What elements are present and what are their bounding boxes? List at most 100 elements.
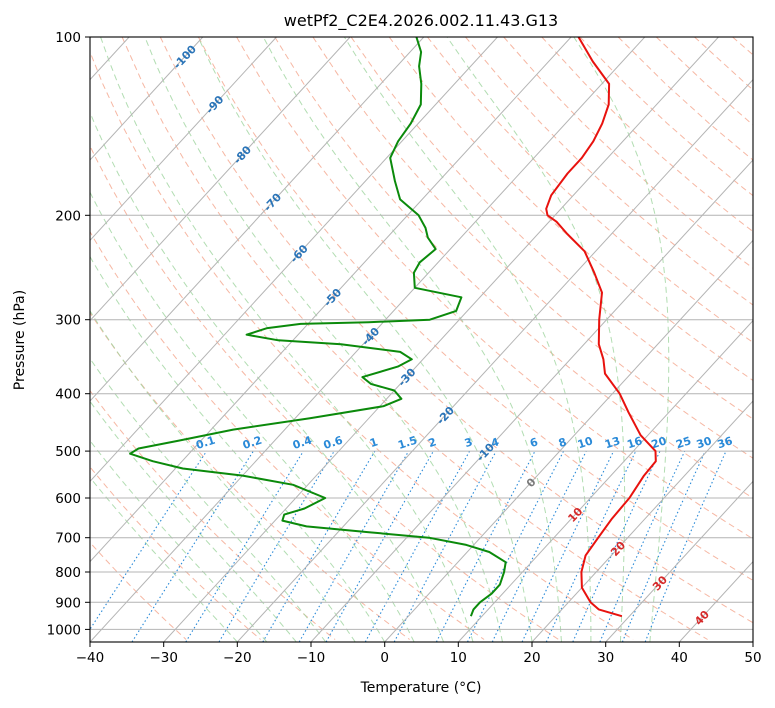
- dry-adiabat-line: [427, 37, 753, 344]
- isotherm-line: [90, 37, 351, 322]
- mixing-ratio-label: 25: [674, 434, 693, 451]
- isotherm-line: [90, 37, 204, 161]
- mixing-ratio-line: [185, 450, 304, 642]
- mixing-ratio-label: 10: [576, 434, 595, 451]
- mixing-ratio-label: 0.6: [322, 433, 345, 451]
- dry-adiabat-line: [90, 311, 410, 640]
- isotherm-line: [90, 37, 498, 483]
- dry-adiabat-line: [90, 230, 485, 640]
- mixing-ratio-label: 1: [368, 435, 379, 450]
- x-axis-ticks: −40 −30 −20 −10 0 10 20 30 40 50: [76, 642, 762, 666]
- isotherm-line: [90, 37, 646, 642]
- mixing-ratio-line: [572, 450, 661, 642]
- y-axis-label: Pressure (hPa): [12, 290, 28, 390]
- isotherm-line: [163, 37, 719, 642]
- mixing-ratio-label: 1.5: [396, 434, 419, 452]
- y-tick-label: 900: [55, 595, 81, 611]
- mixing-ratio-line: [364, 450, 471, 642]
- y-tick-label: 300: [55, 313, 81, 329]
- moist-adiabat-line: [90, 111, 445, 642]
- mixing-ratio-labels: 0.1 0.2 0.4 0.6 1 1.5 2 3 4 6 8 10 13 16 20 25 30 36: [194, 433, 734, 451]
- y-tick-label: 500: [55, 444, 81, 460]
- moist-adiabat-line: [90, 309, 356, 642]
- mixing-ratio-line: [491, 450, 587, 642]
- chart-title: wetPf2_C2E4.2026.002.11.43.G13: [284, 11, 558, 31]
- mixing-ratio-label: 13: [603, 434, 622, 451]
- mixing-ratio-line: [621, 450, 706, 642]
- x-tick-label: 50: [744, 650, 761, 666]
- mixing-ratio-label: 36: [716, 434, 735, 451]
- moist-adiabat-line: [573, 37, 670, 642]
- mixing-ratio-line: [467, 450, 565, 642]
- dry-adiabat-line: [90, 144, 559, 640]
- isotherm-line: [605, 480, 753, 642]
- dry-adiabat-line: [197, 37, 753, 581]
- mixing-ratio-label: 20: [650, 434, 669, 451]
- dewpoint-profile-line: [129, 37, 507, 617]
- mixing-ratio-line: [325, 450, 434, 642]
- x-tick-label: −20: [223, 650, 252, 666]
- dry-adiabat-line: [121, 37, 708, 640]
- moist-adiabat-line: [144, 37, 503, 642]
- mixing-ratio-label: 8: [557, 435, 568, 450]
- moist-adiabat-line: [262, 37, 562, 642]
- y-tick-label: 400: [55, 387, 81, 403]
- y-tick-label: 100: [55, 30, 81, 46]
- x-tick-label: −40: [76, 650, 105, 666]
- x-tick-label: −10: [297, 650, 326, 666]
- y-tick-label: 800: [55, 565, 81, 581]
- plot-area: -100-90-80-70-60-50-40-30-20-10010203040…: [90, 37, 753, 642]
- dry-adiabat-line: [388, 37, 753, 382]
- mixing-ratio-label: 2: [427, 435, 438, 450]
- moist-adiabat-line: [90, 400, 297, 642]
- moist-adiabat-line: [90, 357, 327, 642]
- isotherm-line: [384, 239, 753, 642]
- dry-adiabat-line: [236, 37, 753, 540]
- moist-adiabat-line: [90, 191, 415, 642]
- moist-adiabat-line: [197, 37, 533, 642]
- isotherm-line: [90, 37, 425, 402]
- y-tick-label: 1000: [47, 622, 81, 638]
- isotherm-line: [531, 400, 753, 642]
- x-tick-label: 0: [380, 650, 389, 666]
- mixing-ratio-label: 16: [625, 434, 644, 451]
- y-tick-label: 200: [55, 208, 81, 224]
- mixing-ratio-line: [599, 450, 686, 642]
- y-axis-ticks: 100 200 300 400 500 600 700 800 900 1000: [47, 30, 90, 638]
- mixing-ratio-label: 30: [695, 434, 714, 451]
- x-tick-label: 20: [523, 650, 540, 666]
- temperature-profile-line: [545, 37, 657, 618]
- x-tick-label: 40: [671, 650, 688, 666]
- moist-adiabat-line: [446, 37, 626, 642]
- isotherm-grid: [90, 37, 753, 642]
- x-tick-label: 30: [597, 650, 614, 666]
- mixing-ratio-line: [393, 450, 497, 642]
- dry-adiabat-line: [90, 541, 187, 640]
- dry-adiabat-line: [159, 37, 753, 624]
- dry-adiabat-line: [90, 50, 634, 640]
- isotherm-line: [90, 37, 277, 242]
- dry-adiabat-line: [274, 37, 753, 499]
- mixing-ratio-label: 4: [489, 435, 501, 450]
- y-tick-label: 600: [55, 491, 81, 507]
- plot-frame: [89, 36, 754, 643]
- dry-adiabats: [90, 37, 753, 640]
- isotherm-line: [236, 78, 753, 642]
- dry-adiabat-line: [465, 37, 753, 306]
- moist-adiabat-line: [100, 37, 474, 642]
- mixing-ratio-label: 0.2: [241, 434, 264, 452]
- mixing-ratio-line: [90, 450, 208, 631]
- x-tick-label: 10: [450, 650, 467, 666]
- moist-adiabat-line: [343, 37, 592, 642]
- dry-adiabat-line: [90, 466, 261, 640]
- mixing-ratio-label: 3: [463, 435, 474, 450]
- y-tick-label: 700: [55, 531, 81, 547]
- mixing-ratio-label: 6: [528, 435, 540, 450]
- dry-adiabat-line: [90, 389, 336, 640]
- mixing-ratio-line: [218, 450, 335, 642]
- x-axis-label: Temperature (°C): [360, 680, 482, 696]
- x-tick-label: −30: [149, 650, 178, 666]
- isotherm-line: [90, 37, 572, 563]
- mixing-ratio-label: 0.1: [194, 434, 217, 452]
